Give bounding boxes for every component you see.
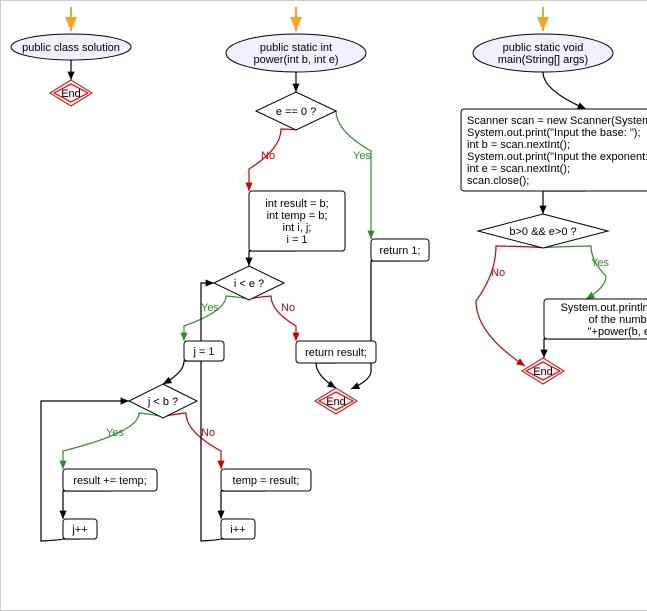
node-text: b>0 && e>0 ? (509, 226, 576, 238)
node-n_resplus: result += temp; (63, 469, 157, 491)
edge (351, 261, 400, 389)
edge-label: No (201, 427, 215, 439)
node-n_j1: j = 1 (184, 341, 224, 361)
node-text: j++ (71, 524, 87, 536)
edge (543, 246, 606, 299)
node-text: int result = b; (265, 198, 328, 210)
edge (63, 413, 163, 469)
node-n_jpp: j++ (63, 519, 97, 539)
node-text: "+power(b, e)); (588, 326, 647, 338)
node-text: System.out.print("Input the exponent: ")… (467, 151, 647, 163)
node-text: j < b ? (147, 396, 178, 408)
edge (163, 413, 221, 469)
node-n_e0: e == 0 ? (256, 92, 336, 130)
node-text: int temp = b; (267, 210, 328, 222)
edge-label: Yes (201, 302, 219, 314)
node-text: of the number: (589, 314, 647, 326)
node-text: i++ (230, 524, 245, 536)
node-text: public static int (260, 42, 332, 54)
edge-label: Yes (353, 150, 371, 162)
node-text: return result; (305, 347, 367, 359)
edge-label: No (261, 150, 275, 162)
node-n_sout: System.out.println("Powerof the number:"… (544, 299, 647, 339)
node-text: main(String[] args) (498, 54, 588, 66)
edge-label: No (281, 302, 295, 314)
node-n_ilte: i < e ? (214, 266, 284, 300)
node-text: result += temp; (73, 475, 146, 487)
node-text: System.out.println("Power (561, 302, 647, 314)
edge (249, 251, 297, 266)
edge-label: No (491, 267, 505, 279)
node-n_power: public static intpower(int b, int e) (226, 34, 366, 72)
edge-label: Yes (106, 427, 124, 439)
edge (63, 491, 110, 519)
node-n_bege: b>0 && e>0 ? (478, 214, 608, 248)
edge (316, 363, 336, 388)
node-n_end3: End (522, 358, 564, 384)
node-text: public class solution (22, 42, 120, 54)
node-text: int e = scan.nextInt(); (467, 163, 570, 175)
node-n_retres: return result; (296, 341, 376, 363)
edge (543, 191, 586, 214)
node-text: e == 0 ? (276, 106, 316, 118)
node-text: public static void (503, 42, 584, 54)
edge-label: Yes (591, 257, 609, 269)
node-text: i < e ? (234, 278, 264, 290)
node-text: i = 1 (286, 234, 307, 246)
node-n_end1: End (50, 80, 92, 106)
node-text: power(int b, int e) (254, 54, 339, 66)
node-text: End (533, 366, 553, 378)
node-n_tempres: temp = result; (221, 469, 311, 491)
edge (476, 246, 543, 366)
node-text: Scanner scan = new Scanner(System.in); (467, 115, 647, 127)
node-n_ret1: return 1; (371, 239, 429, 261)
edge (221, 491, 266, 519)
node-n_init: int result = b;int temp = b;int i, j;i =… (249, 191, 345, 251)
edge (543, 72, 586, 109)
node-n_class: public class solution (11, 34, 131, 60)
node-n_main: public static voidmain(String[] args) (473, 34, 613, 72)
node-text: End (326, 396, 346, 408)
node-n_ipp: i++ (221, 519, 255, 539)
node-n_scan: Scanner scan = new Scanner(System.in);Sy… (461, 109, 647, 191)
node-text: System.out.print("Input the base: "); (467, 127, 641, 139)
edge (544, 339, 624, 358)
edge (201, 283, 238, 541)
node-text: int i, j; (283, 222, 312, 234)
edge (163, 361, 204, 384)
node-text: scan.close(); (467, 175, 529, 187)
node-text: temp = result; (233, 475, 300, 487)
flowchart-canvas: No Yes Yes No Yes No Yes No public class solutio… (1, 1, 647, 610)
node-n_end2: End (315, 388, 357, 414)
node-text: j = 1 (192, 346, 214, 358)
node-text: End (61, 88, 81, 100)
node-text: return 1; (380, 245, 421, 257)
node-text: int b = scan.nextInt(); (467, 139, 570, 151)
